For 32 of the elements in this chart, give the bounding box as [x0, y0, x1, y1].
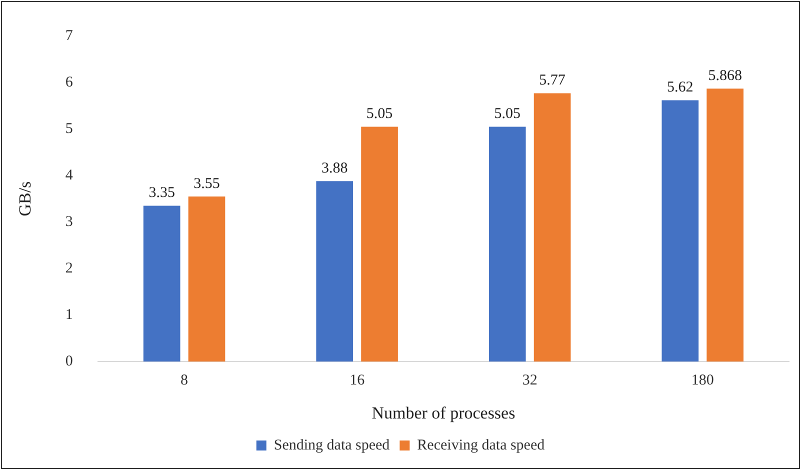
y-tick-label: 0: [65, 354, 73, 370]
bar: [143, 206, 180, 362]
y-tick-label: 3: [65, 214, 73, 230]
x-tick-label: 32: [522, 372, 538, 389]
data-label: 3.88: [321, 160, 348, 177]
y-axis-title: GB/s: [16, 181, 35, 216]
y-tick-label: 5: [65, 120, 73, 137]
y-tick-label: 4: [65, 167, 74, 184]
bar: [188, 196, 226, 362]
legend-label: Receiving data speed: [417, 437, 546, 454]
data-label: 5.62: [667, 80, 694, 96]
y-tick-label: 6: [65, 74, 74, 90]
y-tick-label: 7: [65, 28, 74, 44]
x-tick-label: 16: [350, 372, 366, 389]
data-label: 5.868: [708, 68, 742, 84]
x-tick-label: 8: [180, 372, 188, 389]
data-label: 3.35: [148, 185, 175, 202]
data-label: 5.05: [366, 106, 393, 122]
bar: [361, 126, 398, 362]
x-axis-title: Number of processes: [372, 403, 516, 422]
data-label: 5.05: [494, 106, 520, 122]
x-tick-label: 180: [691, 372, 714, 389]
y-tick-label: 2: [65, 260, 73, 277]
y-tick-label: 1: [65, 307, 73, 324]
bar: [662, 100, 699, 362]
data-label: 5.77: [539, 72, 566, 89]
data-label: 3.55: [194, 176, 220, 192]
bar: [488, 126, 526, 362]
bar: [706, 88, 744, 362]
legend-label: Sending data speed: [274, 437, 390, 454]
bar: [316, 181, 354, 362]
bar: [534, 93, 571, 362]
